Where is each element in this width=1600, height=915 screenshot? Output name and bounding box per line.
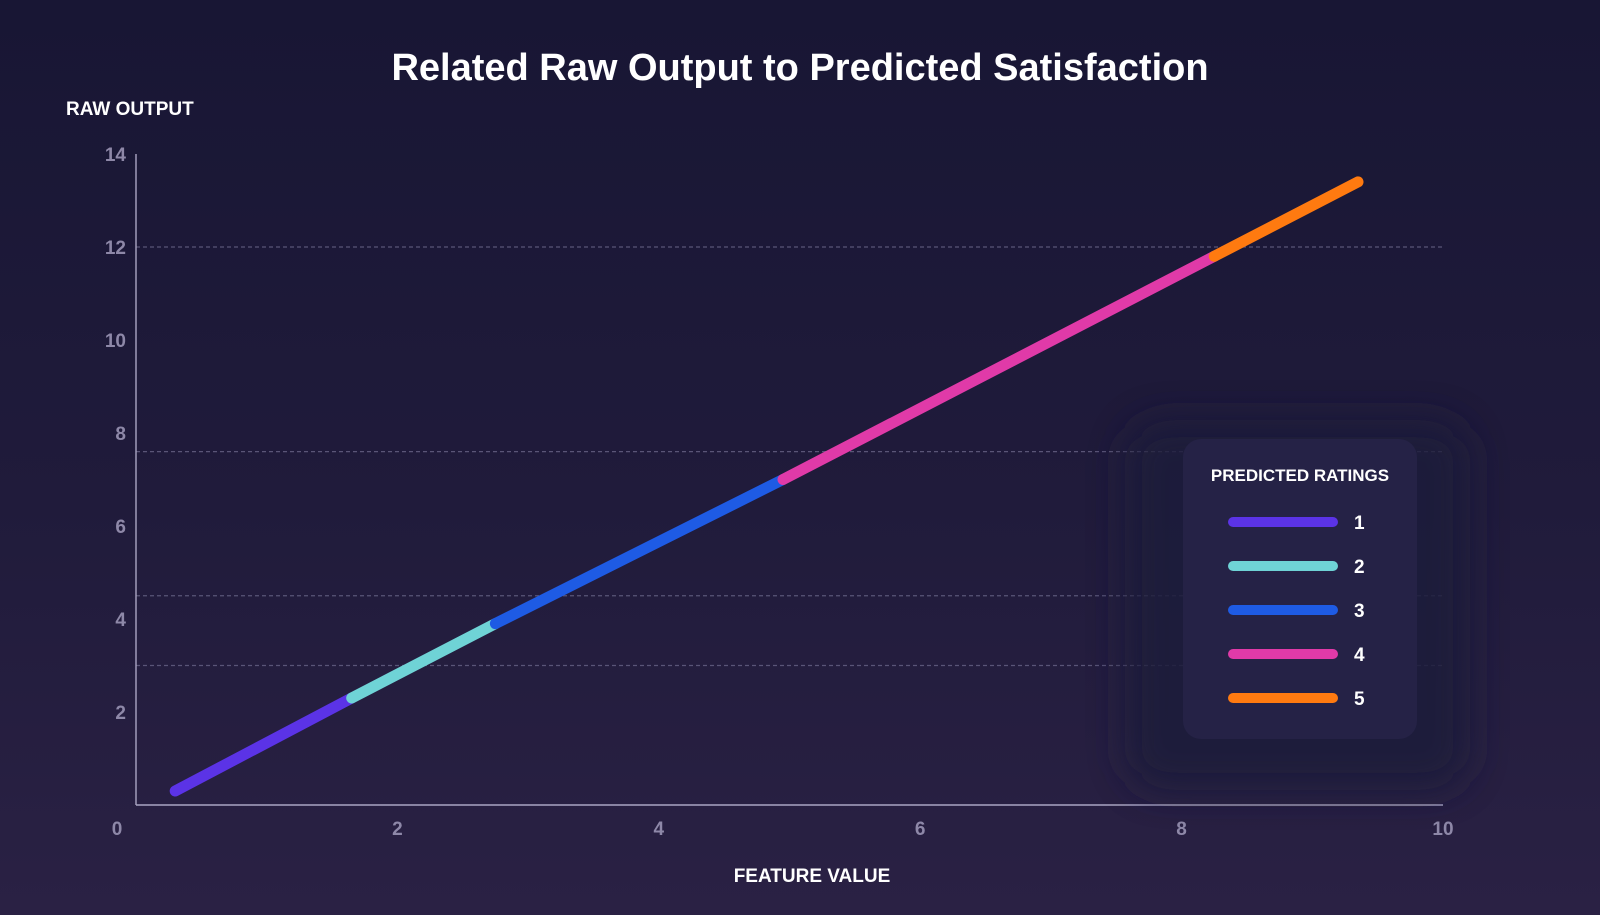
legend-items: 1 2 3 4 5 bbox=[1228, 513, 1365, 710]
y-tick-label: 14 bbox=[105, 145, 127, 166]
legend: PREDICTED RATINGS 1 2 3 4 5 bbox=[1125, 420, 1470, 790]
legend-label-rating-3: 3 bbox=[1354, 601, 1365, 622]
x-tick-label: 4 bbox=[654, 819, 665, 840]
y-tick-label: 10 bbox=[105, 331, 126, 352]
x-tick-label: 8 bbox=[1176, 819, 1187, 840]
series-line-rating-5 bbox=[1208, 176, 1364, 262]
x-tick-label: 6 bbox=[915, 819, 926, 840]
series-line-rating-2 bbox=[346, 618, 501, 704]
y-tick-label: 8 bbox=[115, 424, 126, 445]
legend-box bbox=[1183, 439, 1417, 739]
y-tick-label: 4 bbox=[115, 610, 126, 631]
y-tick-label: 6 bbox=[115, 517, 126, 538]
y-tick-labels: 2 4 6 8 10 12 14 bbox=[105, 145, 127, 724]
chart-title: Related Raw Output to Predicted Satisfac… bbox=[391, 47, 1208, 89]
y-tick-label: 12 bbox=[105, 238, 126, 259]
legend-title: PREDICTED RATINGS bbox=[1211, 466, 1389, 485]
threshold-gridlines bbox=[136, 246, 1443, 667]
y-axis-label: RAW OUTPUT bbox=[66, 99, 194, 120]
x-tick-label: 2 bbox=[392, 819, 403, 840]
y-tick-label: 2 bbox=[115, 703, 126, 724]
x-axis-label: FEATURE VALUE bbox=[734, 866, 891, 887]
series-line-rating-3 bbox=[489, 474, 789, 630]
x-tick-label: 10 bbox=[1432, 819, 1453, 840]
legend-label-rating-5: 5 bbox=[1354, 689, 1365, 710]
legend-label-rating-2: 2 bbox=[1354, 557, 1365, 578]
series-line-rating-4 bbox=[777, 250, 1220, 485]
x-tick-labels: 2 4 6 8 10 bbox=[392, 819, 1453, 840]
legend-label-rating-4: 4 bbox=[1354, 645, 1365, 666]
series-line-rating-1 bbox=[169, 692, 358, 797]
legend-label-rating-1: 1 bbox=[1354, 513, 1365, 534]
origin-tick-label: 0 bbox=[112, 819, 123, 840]
series-lines bbox=[169, 176, 1364, 797]
